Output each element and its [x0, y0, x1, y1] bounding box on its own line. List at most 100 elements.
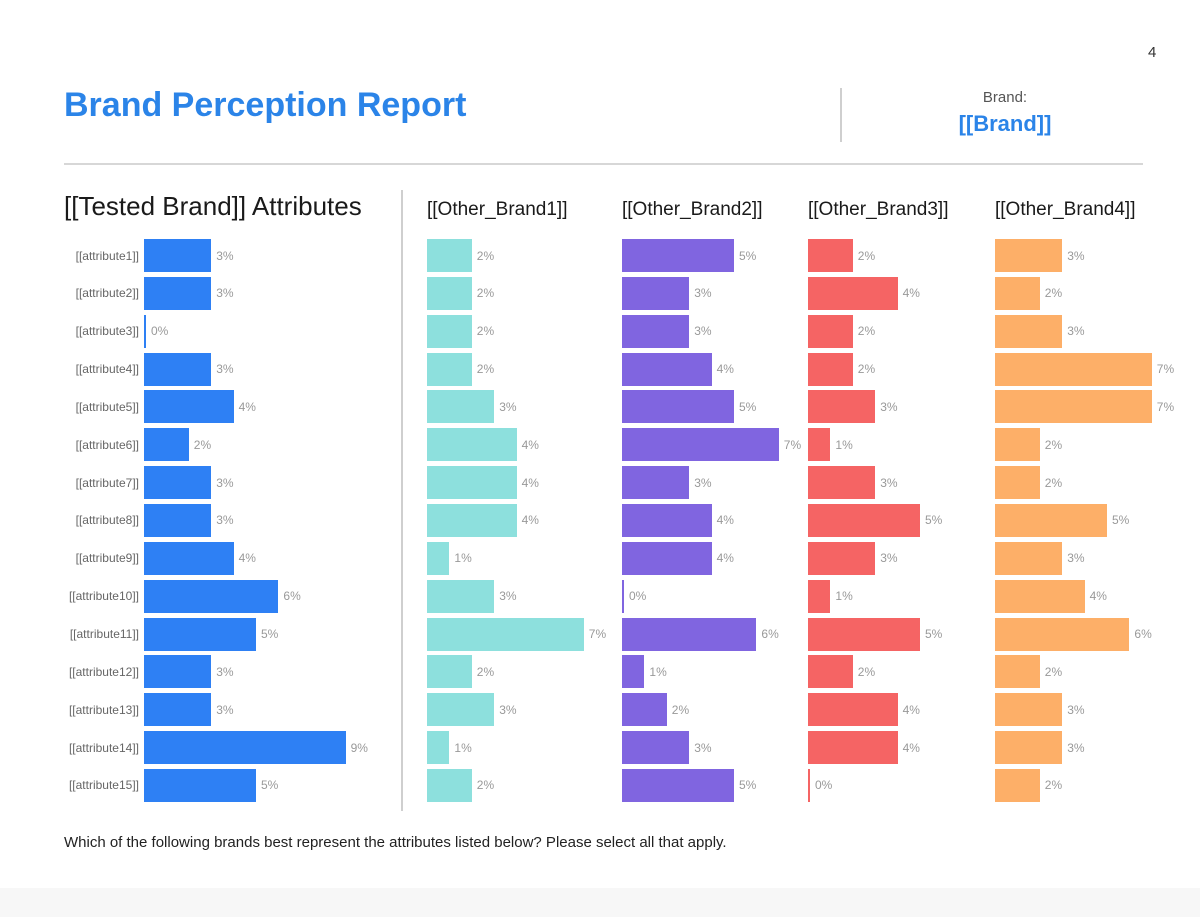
- data-label: 3%: [216, 286, 234, 301]
- data-label: 7%: [1156, 399, 1175, 414]
- data-label: 3%: [694, 286, 712, 301]
- data-label: 2%: [1044, 286, 1063, 301]
- data-label: 3%: [694, 740, 712, 755]
- data-label: 6%: [761, 627, 779, 641]
- data-label: 4%: [716, 513, 734, 528]
- attribute-label: [[attribute15]]: [68, 778, 139, 793]
- bar-series3-row7: [622, 466, 690, 500]
- bar-series4-row1: [808, 239, 853, 272]
- bar-series5-row6: [995, 428, 1040, 462]
- data-label: 0%: [629, 589, 647, 604]
- data-label: 4%: [716, 551, 734, 566]
- data-label: 0%: [151, 324, 169, 339]
- brand-value: [[Brand]]: [958, 111, 1052, 136]
- data-label: 5%: [925, 513, 943, 528]
- bar-series2-row2: [427, 276, 472, 310]
- bar-series4-row5: [808, 390, 876, 424]
- bar-series1-row9: [144, 541, 234, 575]
- bar-series5-row1: [995, 239, 1063, 272]
- bar-series2-row1: [427, 239, 472, 272]
- data-label: 4%: [902, 286, 920, 301]
- data-label: 3%: [216, 362, 234, 377]
- bar-series3-row9: [622, 541, 712, 575]
- bar-series5-row12: [995, 655, 1040, 689]
- bar-series3-row14: [622, 731, 690, 765]
- series-title-other-brand3: [[Other_Brand3]]: [808, 199, 949, 220]
- data-label: 1%: [454, 551, 472, 566]
- data-label: 2%: [1044, 778, 1063, 793]
- bar-series3-row8: [622, 503, 712, 537]
- bar-series1-row1: [144, 239, 212, 272]
- bar-series5-row3: [995, 314, 1063, 348]
- data-label: 3%: [694, 475, 712, 490]
- bar-series2-row12: [427, 655, 472, 689]
- bar-series1-row13: [144, 693, 212, 727]
- data-label: 5%: [261, 627, 279, 641]
- report-title: Brand Perception Report: [64, 86, 467, 124]
- bar-series1-row15: [144, 768, 256, 802]
- data-label: 5%: [1112, 513, 1130, 528]
- bar-series4-row13: [808, 693, 898, 727]
- data-label: 4%: [902, 740, 920, 755]
- data-label: 3%: [216, 475, 234, 490]
- bar-series2-row6: [427, 428, 517, 462]
- data-label: 3%: [880, 399, 898, 414]
- bar-series1-row12: [144, 655, 212, 689]
- data-label: 2%: [1044, 437, 1063, 452]
- attribute-label: [[attribute8]]: [75, 513, 139, 528]
- bar-series2-row15: [427, 768, 472, 802]
- data-label: 2%: [193, 437, 212, 452]
- data-label: 4%: [238, 551, 256, 566]
- bar-series1-row11: [144, 617, 256, 651]
- bar-series5-row9: [995, 541, 1063, 575]
- attribute-label: [[attribute4]]: [75, 362, 139, 377]
- data-label: 3%: [216, 664, 234, 679]
- bar-series4-row14: [808, 731, 898, 765]
- bar-series2-row13: [427, 693, 495, 727]
- data-label: 2%: [476, 362, 495, 377]
- attribute-label: [[attribute6]]: [75, 437, 139, 452]
- bar-series4-row9: [808, 541, 876, 575]
- bar-series1-row10: [144, 579, 279, 613]
- data-label: 1%: [454, 740, 472, 755]
- bar-series1-row3: [144, 314, 146, 348]
- bar-series3-row3: [622, 314, 690, 348]
- bar-series3-row15: [622, 768, 734, 802]
- bar-series3-row11: [622, 617, 757, 651]
- bar-series5-row13: [995, 693, 1063, 727]
- bar-series2-row4: [427, 352, 472, 386]
- data-label: 3%: [216, 248, 234, 263]
- data-label: 4%: [716, 362, 734, 377]
- bar-series4-row4: [808, 352, 853, 386]
- data-label: 3%: [216, 513, 234, 528]
- bar-series3-row12: [622, 655, 645, 689]
- data-label: 6%: [1134, 627, 1152, 641]
- data-label: 6%: [283, 589, 301, 604]
- bar-series5-row8: [995, 503, 1107, 537]
- data-label: 2%: [857, 324, 876, 339]
- data-label: 5%: [739, 399, 757, 414]
- data-label: 2%: [857, 664, 876, 679]
- bar-series5-row7: [995, 466, 1040, 500]
- attribute-label: [[attribute13]]: [68, 702, 139, 717]
- bar-series3-row5: [622, 390, 734, 424]
- attribute-label: [[attribute3]]: [75, 324, 139, 339]
- data-label: 5%: [739, 248, 757, 263]
- header-divider: [840, 88, 842, 142]
- bar-series1-row6: [144, 428, 189, 462]
- bar-series4-row12: [808, 655, 853, 689]
- attribute-label: [[attribute5]]: [75, 399, 139, 414]
- bar-series3-row2: [622, 276, 690, 310]
- data-label: 2%: [476, 664, 495, 679]
- data-label: 0%: [815, 778, 833, 793]
- bar-series4-row3: [808, 314, 853, 348]
- bar-series3-row1: [622, 239, 734, 272]
- attribute-label: [[attribute1]]: [75, 248, 139, 263]
- bar-series1-row2: [144, 276, 212, 310]
- data-label: 3%: [499, 589, 517, 604]
- bar-series2-row10: [427, 579, 495, 613]
- bar-series4-row10: [808, 579, 831, 613]
- data-label: 9%: [350, 740, 368, 755]
- bar-series5-row11: [995, 617, 1130, 651]
- survey-question: Which of the following brands best repre…: [64, 834, 727, 851]
